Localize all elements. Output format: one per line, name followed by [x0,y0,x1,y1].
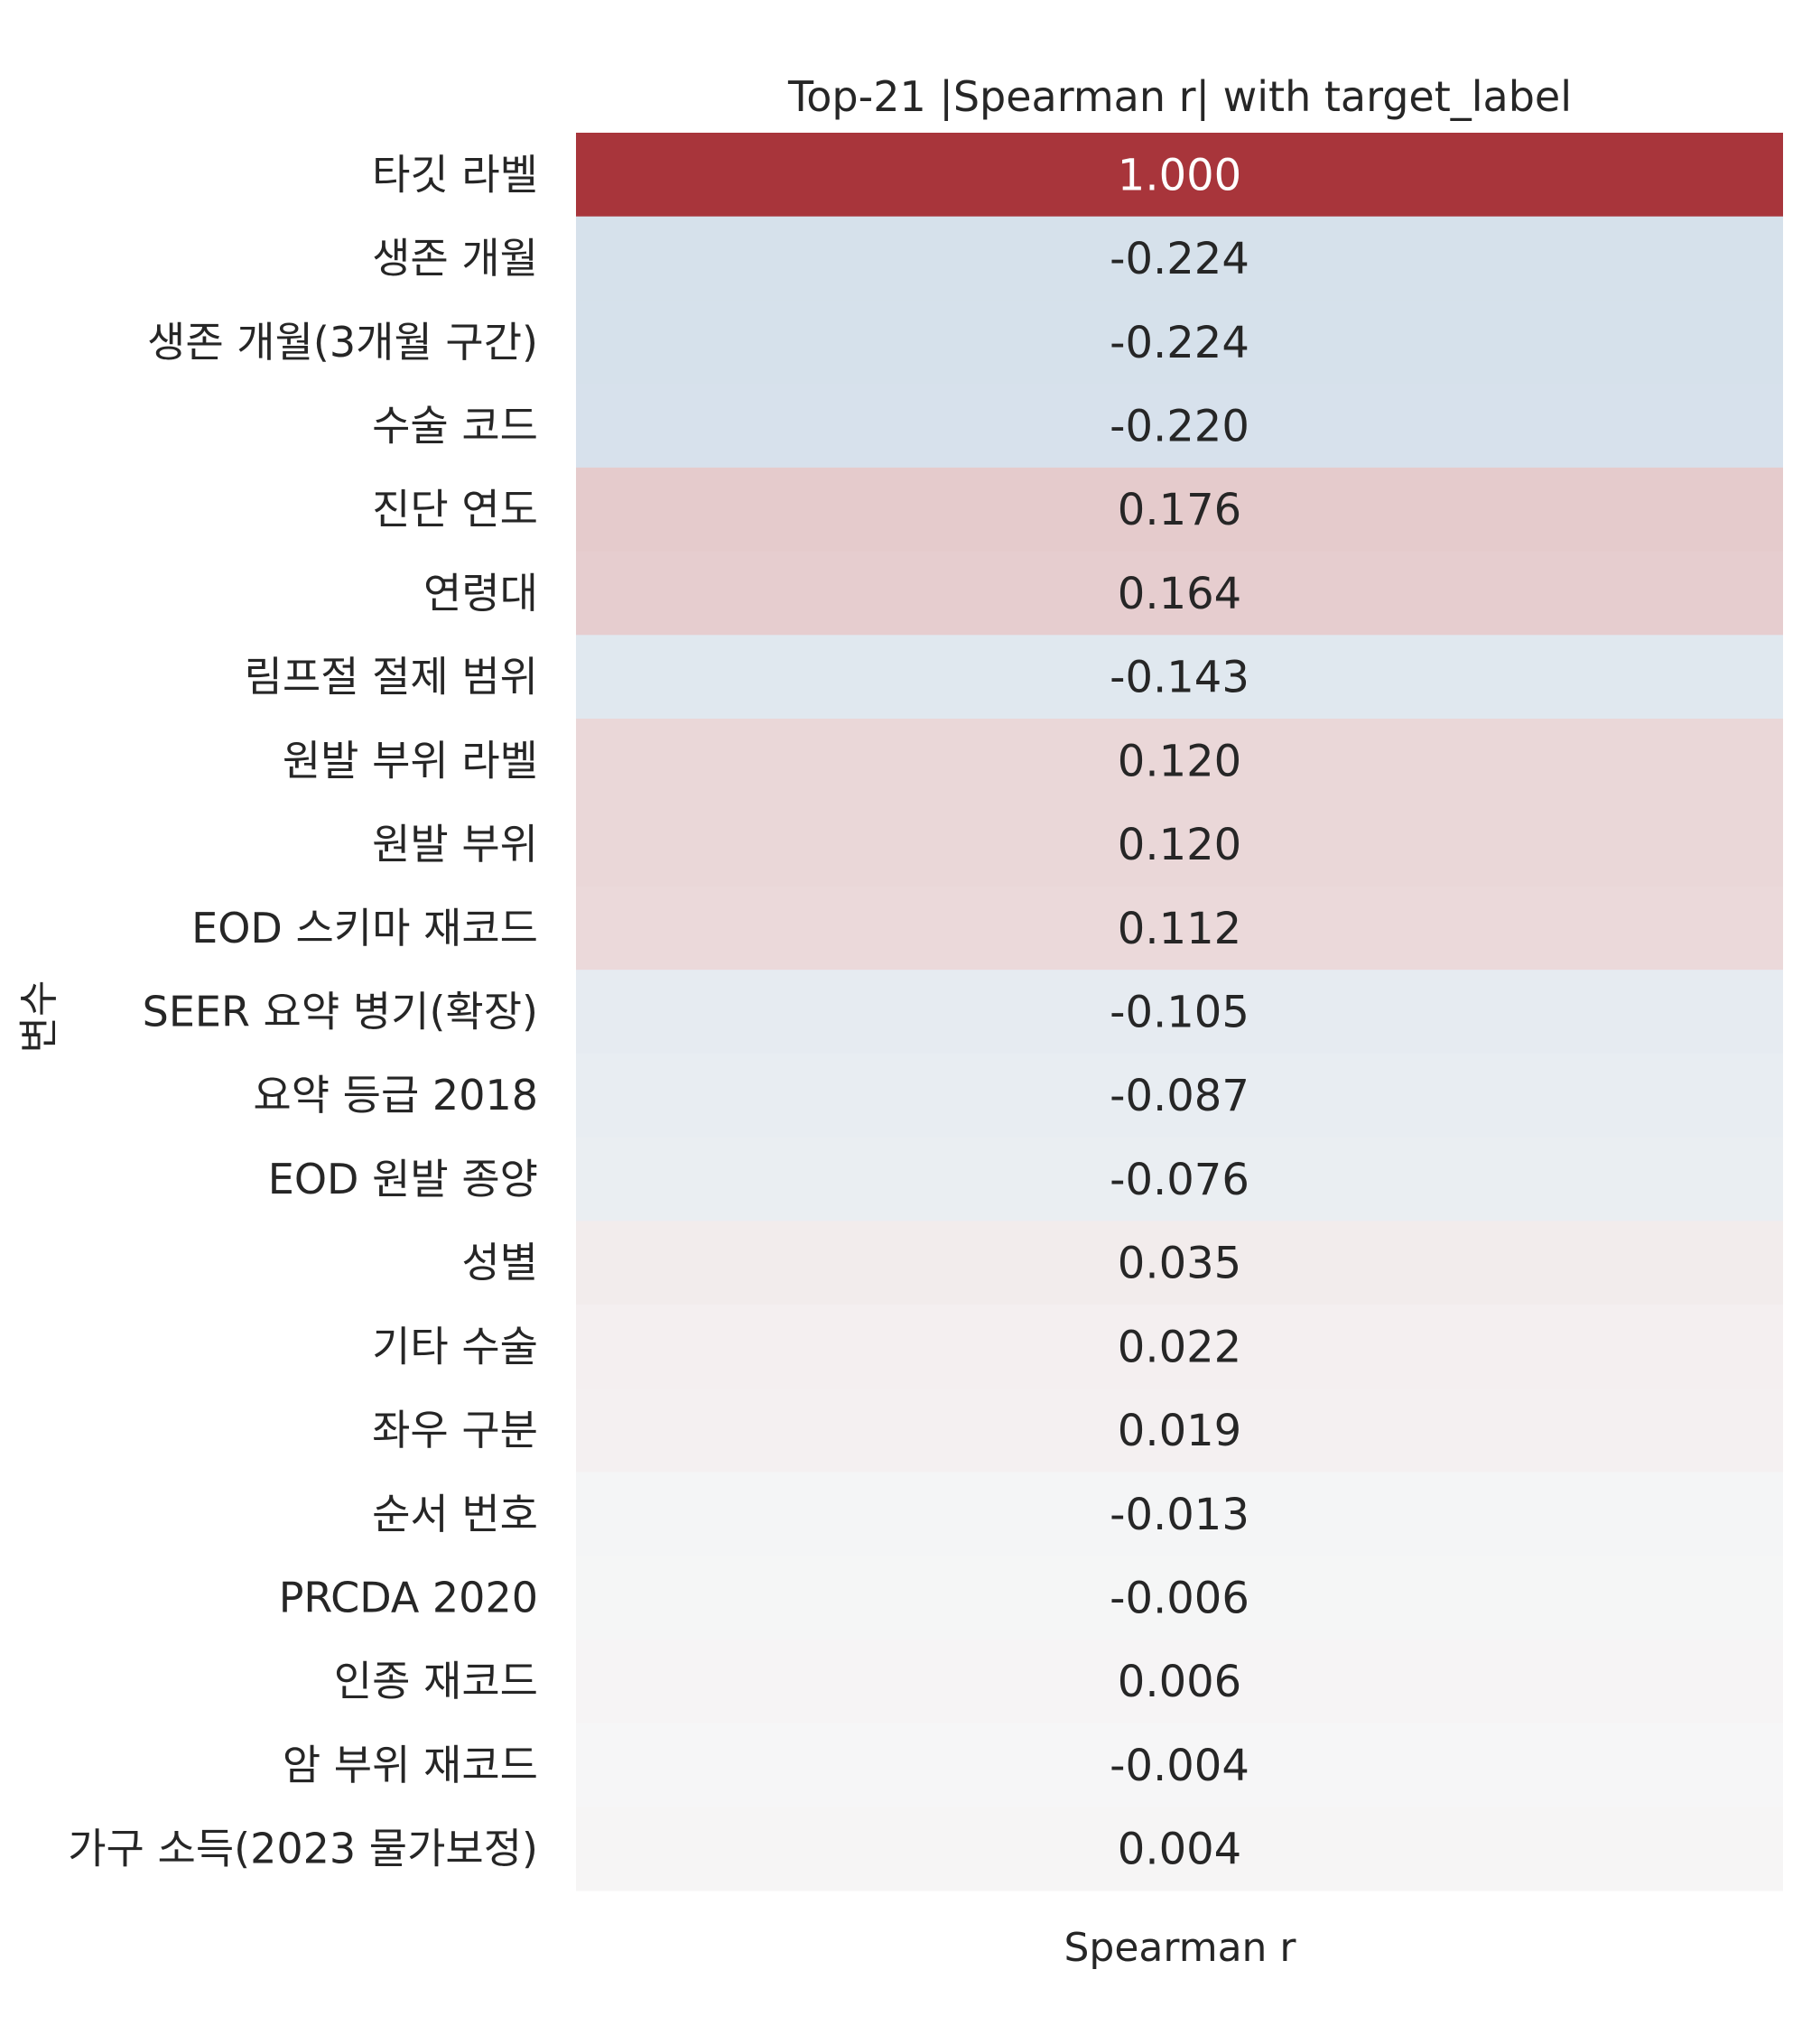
row-tick-label: 림프절 절제 범위 [245,653,538,701]
cell-value-label: -0.105 [1110,988,1249,1038]
cell-value-label: -0.224 [1110,318,1249,368]
row-tick-label: 생존 개월(3개월 구간) [147,318,538,367]
heatmap-cell [576,1472,1783,1556]
heatmap-cell [576,1305,1783,1389]
cell-value-label: 0.120 [1118,736,1241,786]
row-tick-label: SEER 요약 병기(확장) [143,988,538,1036]
cell-value-label: -0.224 [1110,234,1249,284]
cell-value-label: -0.087 [1110,1071,1249,1121]
row-tick-label: EOD 스키마 재코드 [191,904,538,952]
heatmap-cell [576,133,1783,218]
row-tick-label: 순서 번호 [372,1490,538,1538]
heatmap-cell [576,1053,1783,1138]
row-tick-label: 타깃 라벨 [372,150,538,199]
heatmap-cell [576,635,1783,720]
row-tick-label: 원발 부위 [372,820,538,869]
cell-value-label: 0.035 [1118,1239,1241,1289]
row-tick-label: 연령대 [423,569,538,618]
heatmap-cell [576,1137,1783,1222]
cell-value-label: -0.013 [1110,1490,1249,1540]
cell-value-label: 0.120 [1118,820,1241,870]
heatmap-cell [576,551,1783,636]
heatmap-cell [576,1639,1783,1724]
heatmap-cell [576,384,1783,469]
cell-value-label: -0.004 [1110,1741,1249,1791]
cell-value-label: 0.022 [1118,1322,1241,1372]
row-tick-label: 기타 수술 [372,1322,538,1370]
heatmap-cell [576,1723,1783,1807]
heatmap-cell [576,1807,1783,1891]
cell-value-label: 0.176 [1118,485,1241,535]
row-tick-label: 암 부위 재코드 [283,1741,538,1789]
cell-value-label: -0.076 [1110,1155,1249,1205]
cell-value-label: -0.143 [1110,653,1249,703]
row-tick-label: 가구 소득(2023 물가보정) [68,1825,538,1873]
row-tick-label: 생존 개월 [372,234,538,283]
heatmap-cell [576,886,1783,971]
cell-value-label: 0.164 [1118,569,1241,619]
heatmap-cell [576,802,1783,887]
cell-value-label: 0.019 [1118,1406,1241,1456]
heatmap-cells [576,133,1783,1891]
heatmap-cell [576,300,1783,385]
row-tick-label: 요약 등급 2018 [253,1071,538,1120]
heatmap-cell [576,467,1783,553]
row-tick-label: PRCDA 2020 [279,1574,538,1622]
heatmap-cell [576,1388,1783,1473]
row-tick-label: 인종 재코드 [334,1657,538,1705]
row-tick-label: EOD 원발 종양 [268,1155,538,1203]
row-tick-label: 수술 코드 [372,402,538,451]
heatmap-cell [576,719,1783,804]
cell-value-label: 1.000 [1118,150,1241,200]
cell-value-label: -0.006 [1110,1574,1249,1624]
row-tick-label: 성별 [461,1239,538,1287]
cell-value-label: 0.006 [1118,1657,1241,1707]
heatmap-cell [576,1556,1783,1640]
cell-value-label: -0.220 [1110,402,1249,452]
y-axis-label: 변수 [16,980,62,1054]
heatmap-cell-labels: 1.000 -0.224 -0.224 -0.220 0.176 0.164 -0.143 0… [1110,150,1249,1874]
row-tick-label: 좌우 구분 [372,1406,538,1454]
row-tick-label: 원발 부위 라벨 [283,736,538,785]
x-axis-label: Spearman r [1064,1925,1297,1971]
chart-title: Top-21 |Spearman r| with target_label [787,72,1572,122]
cell-value-label: 0.112 [1118,904,1241,954]
heatmap-cell [576,970,1783,1055]
heatmap-cell [576,1221,1783,1305]
heatmap-cell [576,216,1783,301]
row-tick-label: 진단 연도 [372,485,538,534]
cell-value-label: 0.004 [1118,1825,1241,1875]
